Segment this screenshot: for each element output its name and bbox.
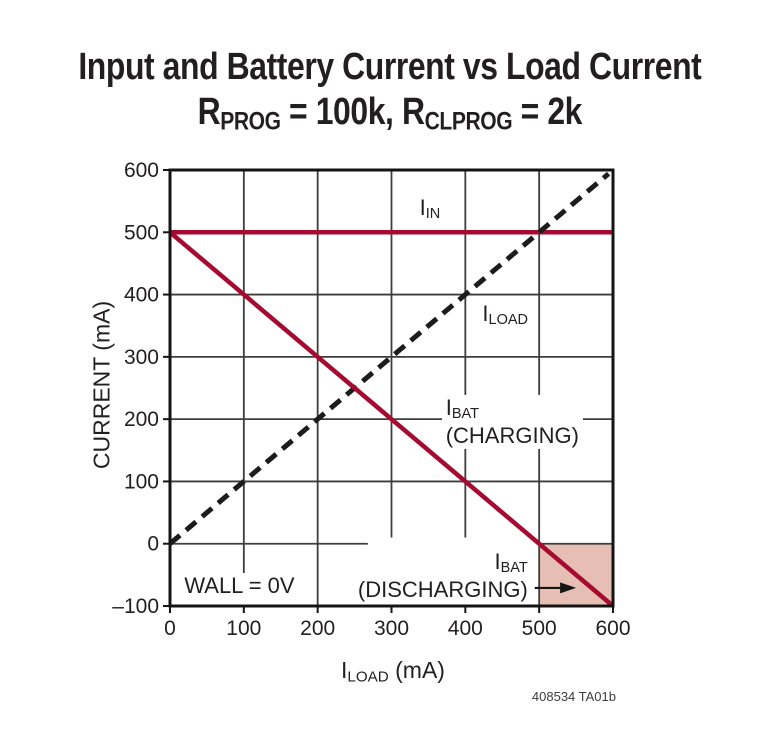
y-tick-label: 400 [124,284,159,307]
x-tick-label: 400 [448,617,483,640]
x-tick-label: 600 [595,617,630,640]
y-tick-label: 500 [124,221,159,244]
annotation-iin: IIN [415,195,445,228]
y-tick-label: 0 [147,533,159,556]
annotation-ibat-discharging: IBAT (DISCHARGING) [353,549,532,604]
x-tick-label: 100 [226,617,261,640]
annotation-iload: ILOAD [478,300,533,334]
annotation-ibat-charging: IBAT (CHARGING) [441,395,583,450]
y-tick-label: 100 [124,470,159,493]
x-tick-label: 300 [374,617,409,640]
chart-title-text: Input and Battery Current vs Load Curren… [78,46,702,88]
discharging-arrow-head [560,582,577,594]
series-line-ibat [168,230,615,608]
series-line-iload [168,171,611,546]
x-tick-label: 500 [522,617,557,640]
chart-subtitle: RPROG = 100k, RCLPROG = 2k [0,91,780,135]
plot-note: 408534 TA01b [531,689,616,704]
y-tick-label: 200 [124,408,159,431]
chart-title: Input and Battery Current vs Load Curren… [0,46,780,89]
x-axis-label: ILOAD (mA) [341,657,445,686]
y-tick-label: 600 [124,159,159,182]
y-tick-label: 300 [124,346,159,369]
x-tick-label: 200 [300,617,335,640]
y-tick-label: –100 [112,595,159,618]
annotation-wall: WALL = 0V [180,573,299,600]
x-tick-label: 0 [164,617,176,640]
plot-border [168,168,615,608]
chart-subtitle-text: RPROG = 100k, RCLPROG = 2k [197,91,583,136]
y-axis-label: CURRENT (mA) [88,300,115,470]
